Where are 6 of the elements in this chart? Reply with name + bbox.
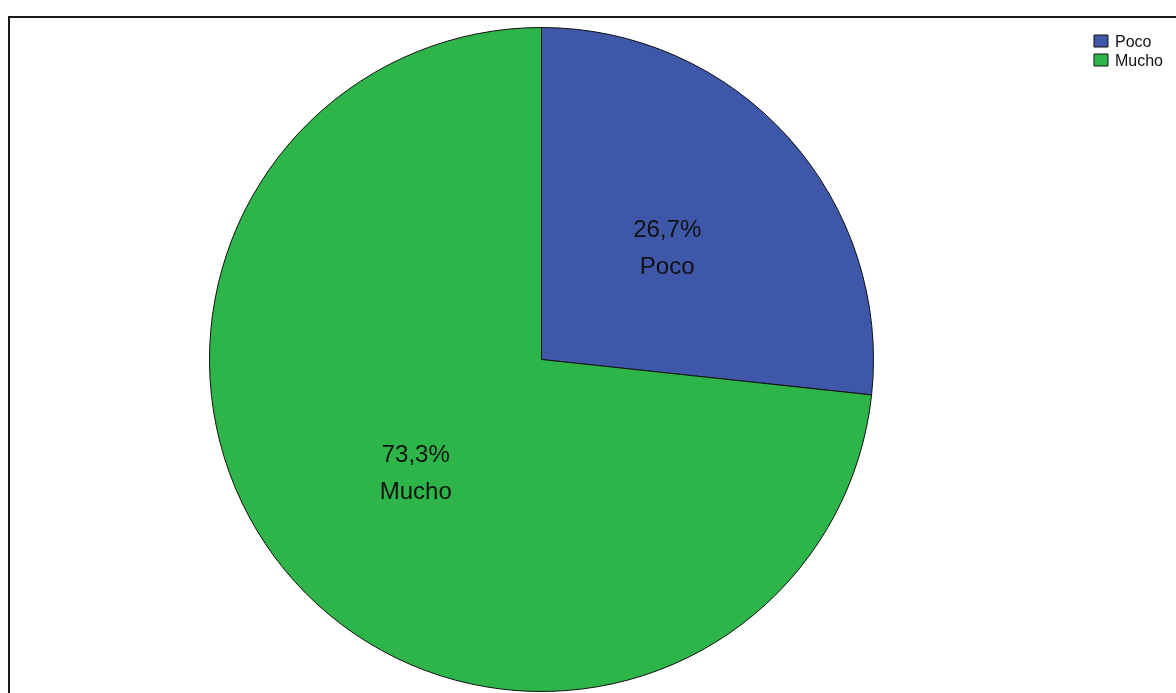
legend-label: Mucho — [1114, 51, 1164, 69]
slice-label: Mucho — [379, 477, 452, 505]
data-label: 73,3% — [381, 440, 450, 468]
legend-label: Poco — [1114, 32, 1152, 50]
data-label: 26,7% — [633, 214, 702, 242]
slice-label: Poco — [639, 251, 695, 279]
